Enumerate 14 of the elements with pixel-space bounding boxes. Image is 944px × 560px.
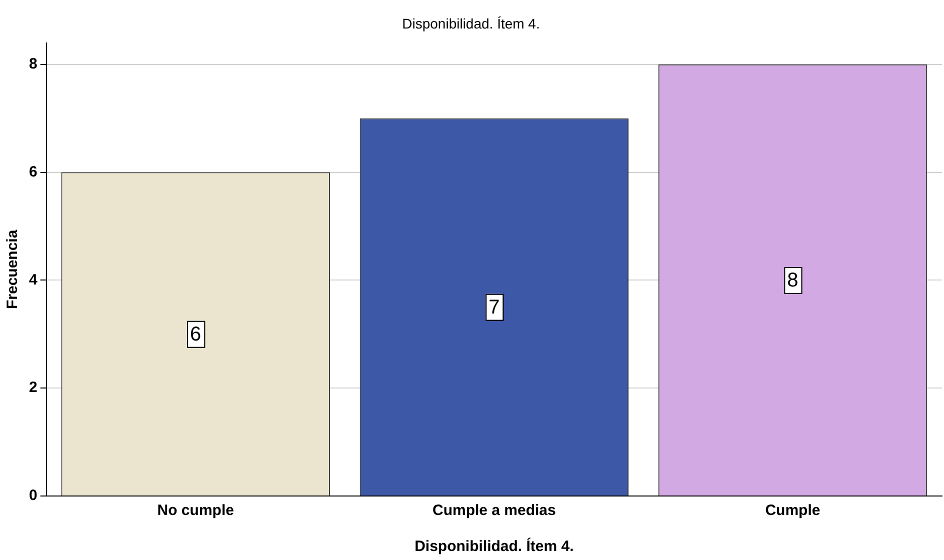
data-label: 7 bbox=[488, 296, 500, 318]
x-tick-label: No cumple bbox=[157, 502, 234, 520]
data-label: 6 bbox=[190, 323, 202, 346]
x-tick-label: Cumple bbox=[765, 502, 820, 520]
x-axis-title: Disponibilidad. Ítem 4. bbox=[414, 537, 574, 556]
y-axis-title: Frecuencia bbox=[4, 229, 22, 310]
y-tick-label: 6 bbox=[29, 163, 38, 180]
y-tick-label: 4 bbox=[29, 271, 38, 288]
y-tick-label: 0 bbox=[29, 487, 38, 504]
chart-title: Disponibilidad. Ítem 4. bbox=[402, 15, 540, 32]
y-tick-label: 8 bbox=[29, 56, 38, 73]
x-tick-label: Cumple a medias bbox=[432, 502, 556, 520]
data-label: 8 bbox=[787, 269, 798, 292]
y-tick-label: 2 bbox=[29, 379, 38, 396]
